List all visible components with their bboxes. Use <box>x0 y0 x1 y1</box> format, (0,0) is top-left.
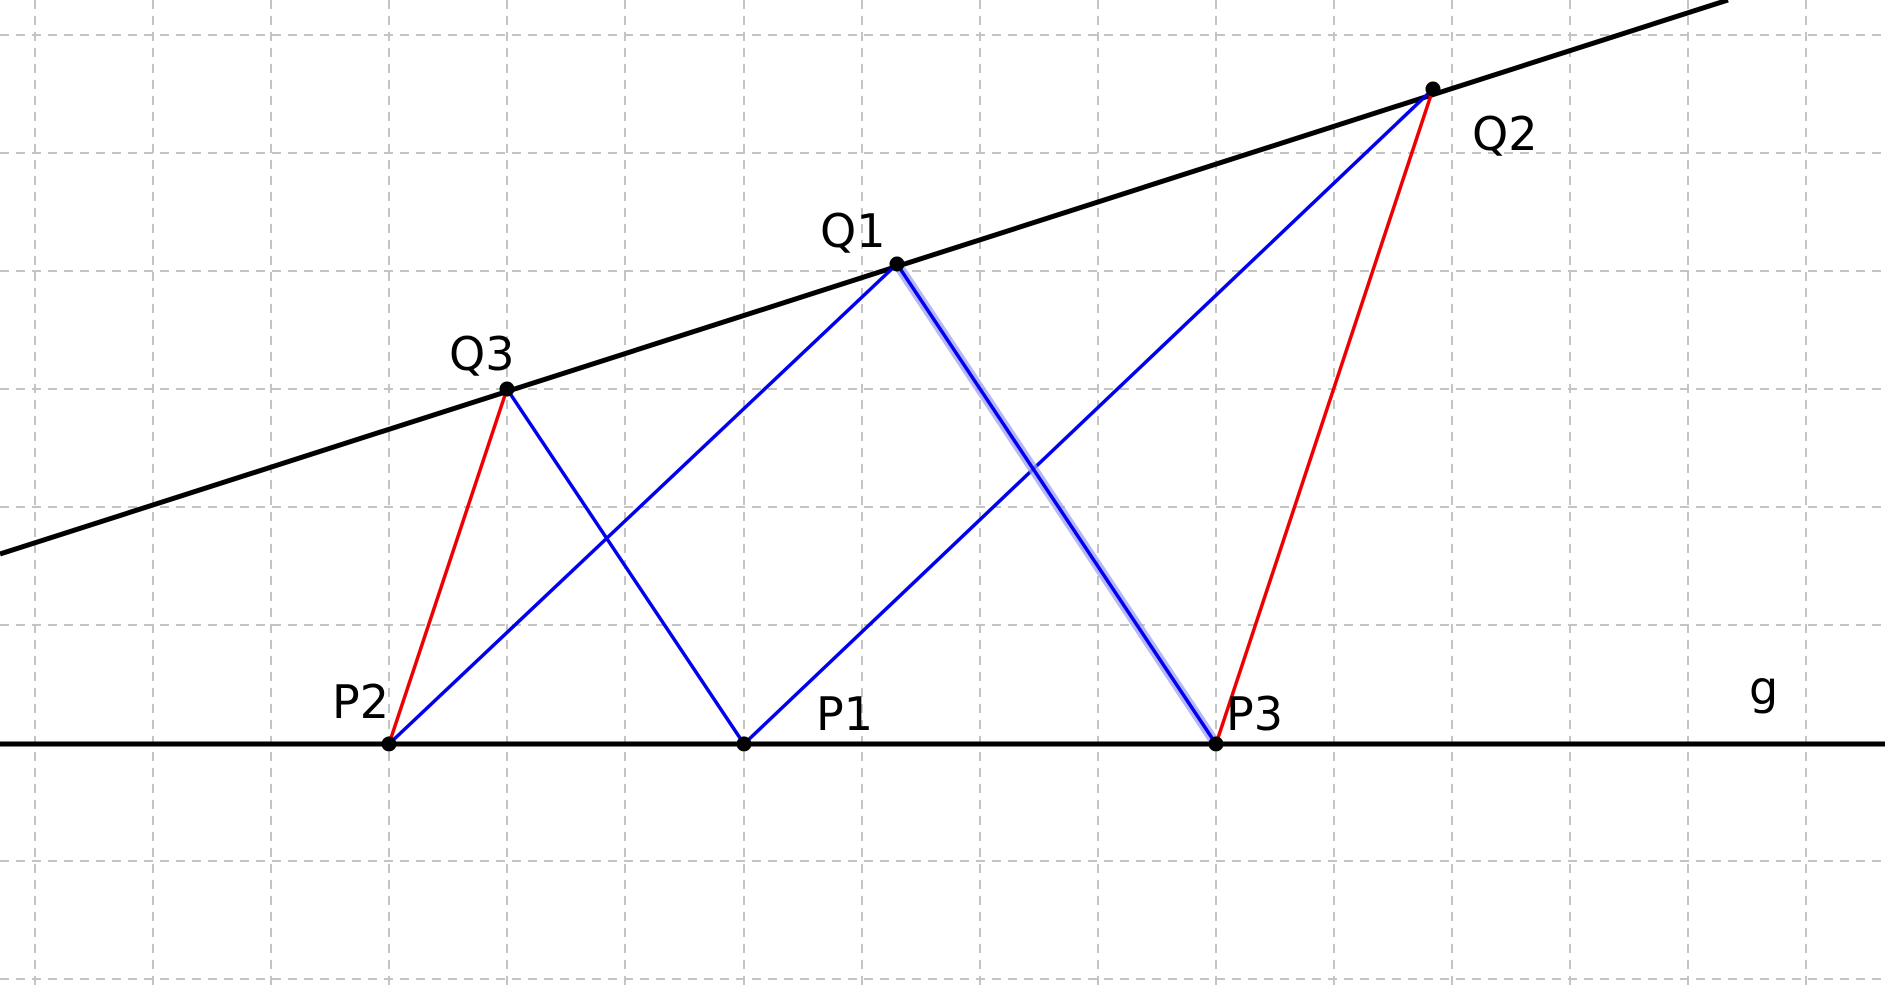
label-p2: P2 <box>332 675 389 729</box>
segment-p2-q1 <box>387 262 899 746</box>
point-q3[interactable] <box>499 381 515 397</box>
label-p3: P3 <box>1226 687 1283 741</box>
point-q1[interactable] <box>889 256 905 272</box>
segment-p3-q2 <box>1214 88 1435 745</box>
label-line-g: g <box>1749 661 1778 715</box>
segment-q1-p3 <box>895 263 1218 745</box>
point-q2[interactable] <box>1425 81 1441 97</box>
label-q1: Q1 <box>820 204 885 258</box>
label-p1: P1 <box>816 687 873 741</box>
segment-p1-q2 <box>742 87 1435 746</box>
point-p1[interactable] <box>736 736 752 752</box>
label-q2: Q2 <box>1472 107 1537 161</box>
point-p2[interactable] <box>381 736 397 752</box>
point-p3[interactable] <box>1208 736 1224 752</box>
segment-p2-q3 <box>387 388 509 745</box>
label-q3: Q3 <box>449 327 514 381</box>
segment-q3-p1 <box>505 388 746 745</box>
line-q <box>0 0 1729 557</box>
